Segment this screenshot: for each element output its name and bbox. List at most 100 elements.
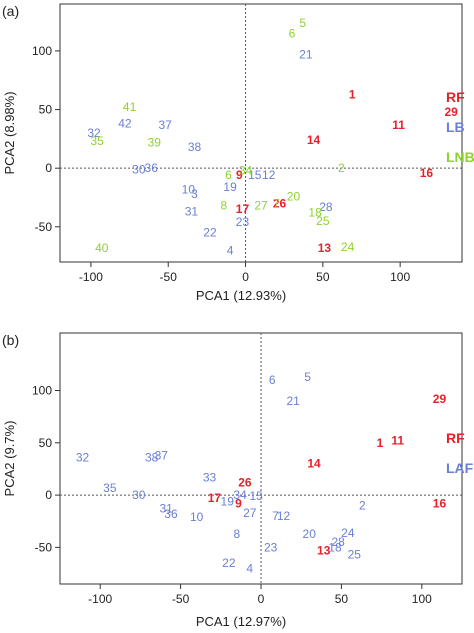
data-point-lb: 3 bbox=[191, 187, 198, 201]
data-point-lnb: 7 bbox=[273, 196, 280, 210]
data-point-rf: 29 bbox=[433, 392, 447, 406]
data-point-rf: 17 bbox=[208, 491, 222, 505]
data-point-laf: 10 bbox=[190, 510, 204, 524]
x-tick-label: 50 bbox=[316, 270, 330, 284]
plot-frame bbox=[59, 3, 463, 263]
data-point-laf: 4 bbox=[246, 561, 253, 575]
data-point-laf: 33 bbox=[203, 470, 217, 484]
x-tick-label: 0 bbox=[258, 592, 265, 606]
data-point-laf: 8 bbox=[234, 527, 241, 541]
legend-entry-lnb: LNB bbox=[446, 149, 474, 165]
data-point-laf: 25 bbox=[348, 548, 362, 562]
data-point-rf: 14 bbox=[307, 133, 321, 147]
data-point-lnb: 18 bbox=[308, 206, 322, 220]
y-axis-label: PCA2 (8.98%) bbox=[2, 91, 17, 174]
legend-entry-rf: RF bbox=[446, 430, 465, 446]
data-point-laf: 36 bbox=[164, 507, 178, 521]
data-point-laf: 7 bbox=[272, 509, 279, 523]
data-point-rf: 1 bbox=[349, 87, 356, 101]
data-point-laf: 35 bbox=[103, 481, 117, 495]
x-tick-label: 100 bbox=[390, 270, 410, 284]
data-point-lnb: 40 bbox=[95, 241, 109, 255]
x-tick-label: 0 bbox=[242, 270, 249, 284]
x-tick-label: -50 bbox=[172, 592, 190, 606]
data-point-laf: 31 bbox=[159, 502, 173, 516]
x-tick-label: -50 bbox=[160, 270, 178, 284]
legend-entry-rf: RF bbox=[446, 89, 465, 105]
data-point-rf: 1 bbox=[377, 436, 384, 450]
data-point-lb: 22 bbox=[203, 226, 217, 240]
data-point-lb: 10 bbox=[182, 182, 196, 196]
data-point-rf: 26 bbox=[273, 196, 287, 210]
data-point-laf: 21 bbox=[286, 394, 300, 408]
data-point-lb: 15 bbox=[248, 168, 262, 182]
panel-label: (a) bbox=[2, 3, 19, 19]
y-tick-label: -50 bbox=[35, 540, 53, 554]
x-axis-label: PCA1 (12.93%) bbox=[196, 288, 286, 303]
data-point-lb: 21 bbox=[299, 47, 313, 61]
data-point-laf: 2 bbox=[359, 499, 366, 513]
data-point-lnb: 8 bbox=[221, 199, 228, 213]
data-point-lnb: 24 bbox=[341, 240, 355, 254]
data-point-laf: 27 bbox=[243, 506, 257, 520]
data-point-lb: 42 bbox=[118, 117, 132, 131]
legend-entry-lb: LB bbox=[446, 119, 465, 135]
data-point-lnb: 27 bbox=[254, 199, 268, 213]
panel-label: (b) bbox=[2, 332, 19, 348]
data-point-rf: 26 bbox=[238, 476, 252, 490]
y-axis-label: PCA2 (9.7%) bbox=[2, 421, 17, 497]
x-tick-label: -100 bbox=[88, 592, 112, 606]
data-point-rf: 13 bbox=[318, 241, 332, 255]
data-point-lnb: 2 bbox=[338, 161, 345, 175]
y-tick-label: 100 bbox=[32, 384, 52, 398]
data-point-lb: 32 bbox=[87, 126, 101, 140]
data-point-rf: 16 bbox=[433, 496, 447, 510]
y-tick-label: 100 bbox=[32, 44, 52, 58]
data-point-lb: 36 bbox=[145, 161, 159, 175]
y-tick-label: 0 bbox=[45, 488, 52, 502]
data-point-rf: 9 bbox=[235, 496, 242, 510]
data-point-laf: 18 bbox=[328, 540, 342, 554]
data-point-lb: 4 bbox=[227, 243, 234, 257]
data-point-lnb: 20 bbox=[287, 189, 301, 203]
data-point-rf: 29 bbox=[444, 105, 458, 119]
data-point-lnb: 39 bbox=[148, 135, 162, 149]
y-tick-label: 50 bbox=[39, 436, 53, 450]
data-point-lb: 28 bbox=[319, 200, 333, 214]
data-point-laf: 6 bbox=[269, 373, 276, 387]
data-point-lnb: 34 bbox=[239, 164, 253, 178]
data-point-laf: 24 bbox=[341, 526, 355, 540]
data-point-lb: 12 bbox=[262, 168, 276, 182]
data-point-lnb: 6 bbox=[289, 26, 296, 40]
data-point-lnb: 41 bbox=[123, 100, 137, 114]
chart-panel-1: (b) -100 -50 0 50 100 -50 0 50 100 PCA1 (12.97%) PC… bbox=[2, 332, 474, 629]
x-tick-label: 100 bbox=[412, 592, 432, 606]
x-axis-label: PCA1 (12.97%) bbox=[196, 614, 286, 629]
y-tick-label: 50 bbox=[39, 103, 53, 117]
data-point-rf: 9 bbox=[236, 168, 243, 182]
data-point-laf: 32 bbox=[76, 450, 90, 464]
data-point-laf: 12 bbox=[277, 509, 291, 523]
data-point-laf: 22 bbox=[222, 556, 236, 570]
data-point-rf: 13 bbox=[317, 544, 331, 558]
data-point-lb: 38 bbox=[188, 140, 202, 154]
data-point-laf: 37 bbox=[155, 448, 169, 462]
data-point-laf: 23 bbox=[264, 540, 278, 554]
chart-panel-0: (a) -100 -50 0 50 100 -50 0 50 100 PCA1 (12.93%) PC… bbox=[2, 3, 474, 303]
data-point-lnb: 5 bbox=[299, 16, 306, 30]
data-point-rf: 17 bbox=[236, 202, 250, 216]
data-point-laf: 15 bbox=[249, 489, 263, 503]
data-point-lnb: 25 bbox=[316, 214, 330, 228]
legend-entry-laf: LAF bbox=[446, 460, 474, 476]
data-point-lb: 31 bbox=[185, 205, 199, 219]
y-tick-label: 0 bbox=[45, 161, 52, 175]
x-tick-label: -100 bbox=[79, 270, 103, 284]
data-point-rf: 14 bbox=[307, 457, 321, 471]
data-point-laf: 19 bbox=[221, 494, 235, 508]
y-tick-label: -50 bbox=[35, 220, 53, 234]
data-point-rf: 16 bbox=[420, 166, 434, 180]
data-point-lb: 19 bbox=[223, 180, 237, 194]
x-tick-label: 50 bbox=[335, 592, 349, 606]
data-point-rf: 11 bbox=[391, 434, 404, 448]
